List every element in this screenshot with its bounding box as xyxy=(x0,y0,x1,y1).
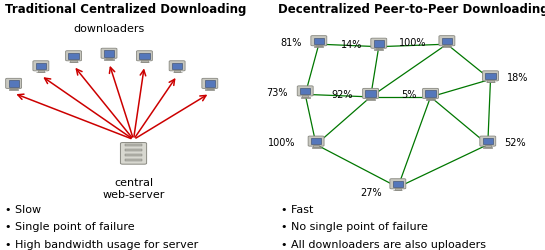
Bar xyxy=(140,62,149,63)
Bar xyxy=(374,41,384,47)
Bar xyxy=(376,48,382,50)
Bar xyxy=(301,97,310,98)
Text: • Slow: • Slow xyxy=(5,204,41,214)
Text: central
web-server: central web-server xyxy=(102,178,165,199)
Bar xyxy=(125,144,142,147)
Bar xyxy=(442,38,452,45)
Bar xyxy=(105,60,113,61)
Text: 92%: 92% xyxy=(332,90,353,100)
Bar xyxy=(366,100,375,101)
Bar xyxy=(69,54,78,60)
Bar xyxy=(314,38,324,45)
Bar xyxy=(483,138,493,145)
Bar xyxy=(367,98,374,100)
FancyBboxPatch shape xyxy=(371,39,387,49)
FancyBboxPatch shape xyxy=(101,49,117,59)
Bar xyxy=(366,91,376,97)
FancyBboxPatch shape xyxy=(308,136,324,146)
Bar xyxy=(205,90,214,91)
Bar xyxy=(141,61,148,62)
Bar xyxy=(125,159,142,162)
Bar xyxy=(312,147,320,148)
Bar xyxy=(205,81,215,87)
Text: Decentralized Peer-to-Peer Downloading: Decentralized Peer-to-Peer Downloading xyxy=(278,2,545,16)
FancyBboxPatch shape xyxy=(5,79,22,89)
Bar xyxy=(38,71,44,72)
FancyBboxPatch shape xyxy=(33,62,49,72)
Bar xyxy=(313,146,319,147)
Text: 52%: 52% xyxy=(504,138,526,147)
Bar xyxy=(486,82,495,83)
FancyBboxPatch shape xyxy=(480,136,496,146)
Text: 81%: 81% xyxy=(280,38,301,48)
Text: • Single point of failure: • Single point of failure xyxy=(5,221,135,231)
Bar xyxy=(374,50,383,51)
Bar xyxy=(485,146,491,147)
Bar xyxy=(140,54,149,60)
Bar xyxy=(395,188,401,190)
Bar xyxy=(444,46,450,47)
FancyBboxPatch shape xyxy=(311,36,327,46)
Bar xyxy=(125,150,142,152)
Bar xyxy=(10,88,17,90)
Bar xyxy=(174,71,180,72)
Text: 18%: 18% xyxy=(507,72,528,83)
Text: 5%: 5% xyxy=(402,90,417,100)
Bar xyxy=(486,74,495,80)
Bar xyxy=(443,47,451,48)
Bar xyxy=(172,64,182,70)
Bar xyxy=(302,96,308,97)
FancyBboxPatch shape xyxy=(439,36,455,46)
Bar xyxy=(426,100,435,101)
Bar xyxy=(9,81,19,87)
FancyBboxPatch shape xyxy=(136,52,153,62)
Bar xyxy=(311,138,321,145)
Bar xyxy=(36,64,46,70)
Text: Traditional Centralized Downloading: Traditional Centralized Downloading xyxy=(5,2,247,16)
Bar xyxy=(426,91,435,97)
Bar xyxy=(316,46,322,47)
Text: 14%: 14% xyxy=(341,40,362,50)
Text: 73%: 73% xyxy=(267,88,288,98)
Text: downloaders: downloaders xyxy=(74,24,144,34)
Bar xyxy=(393,181,403,187)
Bar xyxy=(393,190,402,191)
FancyBboxPatch shape xyxy=(422,89,439,99)
Bar xyxy=(300,88,310,95)
Text: 27%: 27% xyxy=(360,188,381,198)
Bar xyxy=(70,61,77,62)
FancyBboxPatch shape xyxy=(390,179,406,189)
Bar xyxy=(483,147,492,148)
Bar xyxy=(314,47,323,48)
FancyBboxPatch shape xyxy=(362,89,379,99)
FancyBboxPatch shape xyxy=(482,72,499,82)
Bar xyxy=(487,81,494,82)
Text: • No single point of failure: • No single point of failure xyxy=(281,221,427,231)
Bar xyxy=(69,62,78,63)
Bar xyxy=(173,72,181,73)
Text: 100%: 100% xyxy=(399,38,426,48)
Bar xyxy=(427,98,434,100)
FancyBboxPatch shape xyxy=(202,79,218,89)
Text: • All downloaders are also uploaders: • All downloaders are also uploaders xyxy=(281,239,486,249)
Bar xyxy=(106,58,112,60)
Bar xyxy=(125,154,142,157)
Bar xyxy=(37,72,45,73)
Text: • Fast: • Fast xyxy=(281,204,313,214)
Text: • High bandwidth usage for server: • High bandwidth usage for server xyxy=(5,239,199,249)
FancyBboxPatch shape xyxy=(169,62,185,72)
FancyBboxPatch shape xyxy=(297,86,313,97)
Bar xyxy=(9,90,18,91)
Bar xyxy=(207,88,213,90)
Text: 100%: 100% xyxy=(268,138,295,147)
FancyBboxPatch shape xyxy=(65,52,82,62)
FancyBboxPatch shape xyxy=(120,143,147,165)
Bar xyxy=(104,51,114,57)
